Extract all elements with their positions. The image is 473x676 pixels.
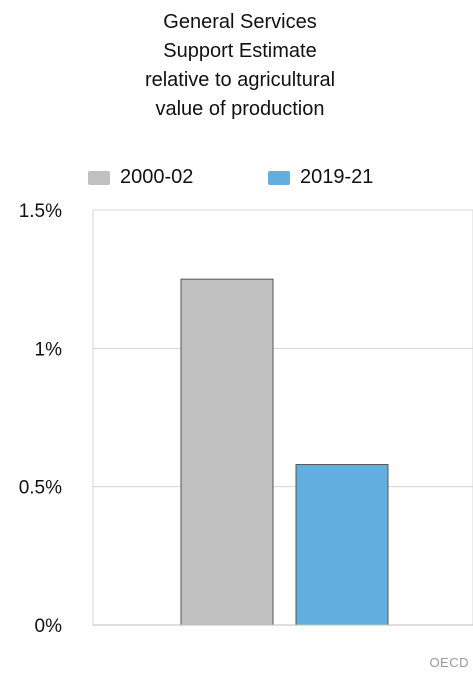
chart-legend: 2000-02 2019-21 [0,166,473,192]
chart-title-line: Support Estimate [163,40,317,62]
bar-2019-21 [295,464,389,626]
source-label: OECD [429,655,469,670]
legend-item-2019-21: 2019-21 [268,166,373,189]
chart-title: General Services Support Estimate relati… [80,8,400,124]
y-tick-label: 1% [35,339,63,360]
legend-swatch [88,170,110,185]
y-tick-label: 0% [35,616,63,637]
chart-title-line: relative to agricultural [144,69,336,91]
legend-swatch [268,170,290,185]
legend-label: 2019-21 [300,166,374,188]
bar-2000-02 [180,278,274,626]
y-tick-label: 1.5% [19,201,62,222]
y-tick-label: 0.5% [19,478,62,499]
chart-title-line: General Services [163,11,317,33]
plot-area [92,209,473,626]
legend-item-2000-02: 2000-02 [88,166,193,189]
legend-label: 2000-02 [120,166,194,188]
chart-title-line: value of production [155,98,325,120]
